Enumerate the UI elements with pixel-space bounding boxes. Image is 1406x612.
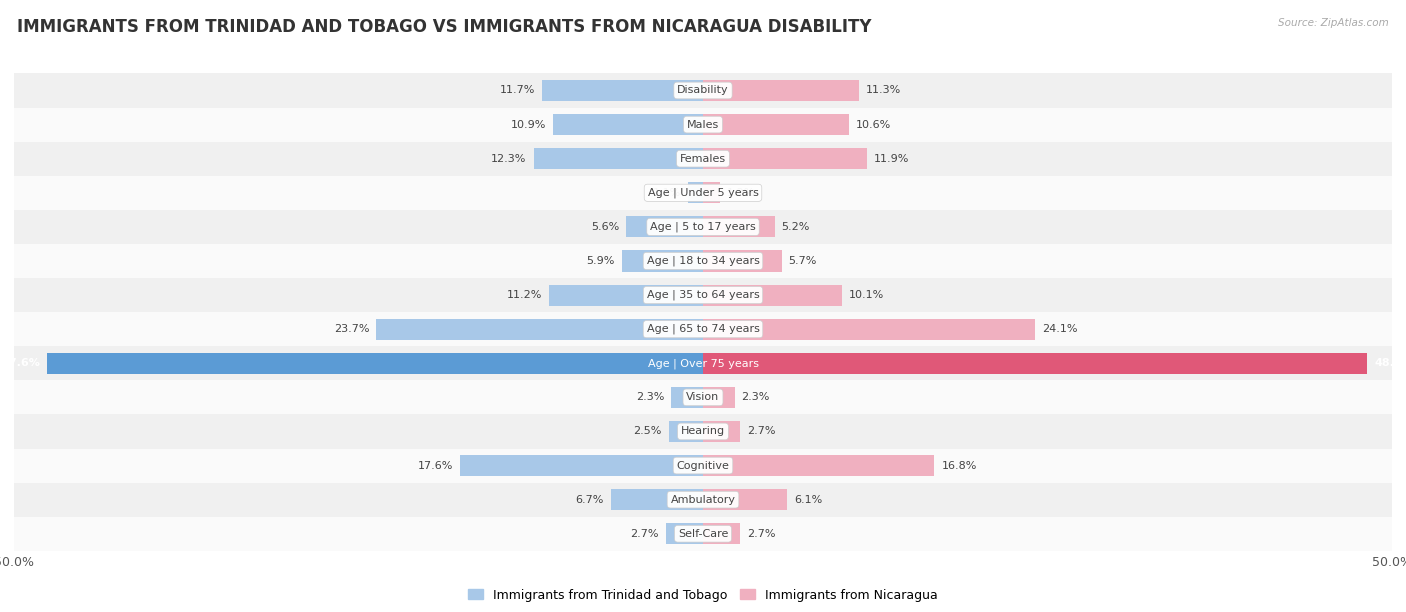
Bar [626,216,703,237]
Bar [14,141,1392,176]
Bar [548,285,703,305]
Text: Age | Over 75 years: Age | Over 75 years [648,358,758,368]
Bar [703,80,859,101]
Bar [553,114,703,135]
Bar [14,380,1392,414]
Text: Females: Females [681,154,725,163]
Text: Disability: Disability [678,86,728,95]
Text: Ambulatory: Ambulatory [671,494,735,505]
Text: 10.6%: 10.6% [856,119,891,130]
Bar [14,517,1392,551]
Bar [669,421,703,442]
Text: 12.3%: 12.3% [491,154,527,163]
Text: 6.1%: 6.1% [794,494,823,505]
Text: 11.9%: 11.9% [875,154,910,163]
Text: 10.1%: 10.1% [849,290,884,300]
Text: IMMIGRANTS FROM TRINIDAD AND TOBAGO VS IMMIGRANTS FROM NICARAGUA DISABILITY: IMMIGRANTS FROM TRINIDAD AND TOBAGO VS I… [17,18,872,36]
Text: 5.6%: 5.6% [591,222,619,232]
Bar [703,489,787,510]
Text: 2.3%: 2.3% [636,392,665,402]
Bar [703,216,775,237]
Text: 24.1%: 24.1% [1042,324,1077,334]
Bar [461,455,703,476]
Text: 11.3%: 11.3% [866,86,901,95]
Text: Age | 18 to 34 years: Age | 18 to 34 years [647,256,759,266]
Bar [14,483,1392,517]
Text: 2.7%: 2.7% [747,529,776,539]
Text: 5.2%: 5.2% [782,222,810,232]
Bar [14,414,1392,449]
Text: Cognitive: Cognitive [676,461,730,471]
Bar [14,346,1392,380]
Bar [14,278,1392,312]
Bar [703,182,720,203]
Bar [610,489,703,510]
Bar [14,244,1392,278]
Bar [377,319,703,340]
Text: Vision: Vision [686,392,720,402]
Text: 11.7%: 11.7% [499,86,534,95]
Text: 16.8%: 16.8% [942,461,977,471]
Bar [703,353,1367,374]
Bar [703,421,740,442]
Bar [703,455,935,476]
Text: Males: Males [688,119,718,130]
Bar [541,80,703,101]
Bar [703,319,1035,340]
Text: 2.7%: 2.7% [630,529,659,539]
Bar [621,250,703,272]
Bar [533,148,703,170]
Bar [14,176,1392,210]
Text: 6.7%: 6.7% [575,494,603,505]
Text: 5.9%: 5.9% [586,256,614,266]
Bar [14,312,1392,346]
Text: 5.7%: 5.7% [789,256,817,266]
Text: Self-Care: Self-Care [678,529,728,539]
Bar [14,108,1392,141]
Bar [14,449,1392,483]
Text: 2.7%: 2.7% [747,427,776,436]
Text: 11.2%: 11.2% [506,290,541,300]
Bar [688,182,703,203]
Text: Age | 65 to 74 years: Age | 65 to 74 years [647,324,759,334]
Bar [703,285,842,305]
Text: 10.9%: 10.9% [510,119,546,130]
Text: 48.2%: 48.2% [1374,358,1406,368]
Bar [671,387,703,408]
Bar [703,523,740,544]
Legend: Immigrants from Trinidad and Tobago, Immigrants from Nicaragua: Immigrants from Trinidad and Tobago, Imm… [463,584,943,606]
Text: Age | Under 5 years: Age | Under 5 years [648,187,758,198]
Text: 1.2%: 1.2% [727,188,755,198]
Bar [703,148,868,170]
Text: Hearing: Hearing [681,427,725,436]
Text: Age | 35 to 64 years: Age | 35 to 64 years [647,290,759,300]
Text: 47.6%: 47.6% [1,358,41,368]
Text: 2.5%: 2.5% [633,427,662,436]
Text: 17.6%: 17.6% [418,461,454,471]
Text: Source: ZipAtlas.com: Source: ZipAtlas.com [1278,18,1389,28]
Text: Age | 5 to 17 years: Age | 5 to 17 years [650,222,756,232]
Text: 2.3%: 2.3% [741,392,770,402]
Bar [666,523,703,544]
Bar [703,114,849,135]
Bar [703,387,735,408]
Bar [703,250,782,272]
Bar [48,353,703,374]
Text: 23.7%: 23.7% [335,324,370,334]
Text: 1.1%: 1.1% [652,188,681,198]
Bar [14,210,1392,244]
Bar [14,73,1392,108]
